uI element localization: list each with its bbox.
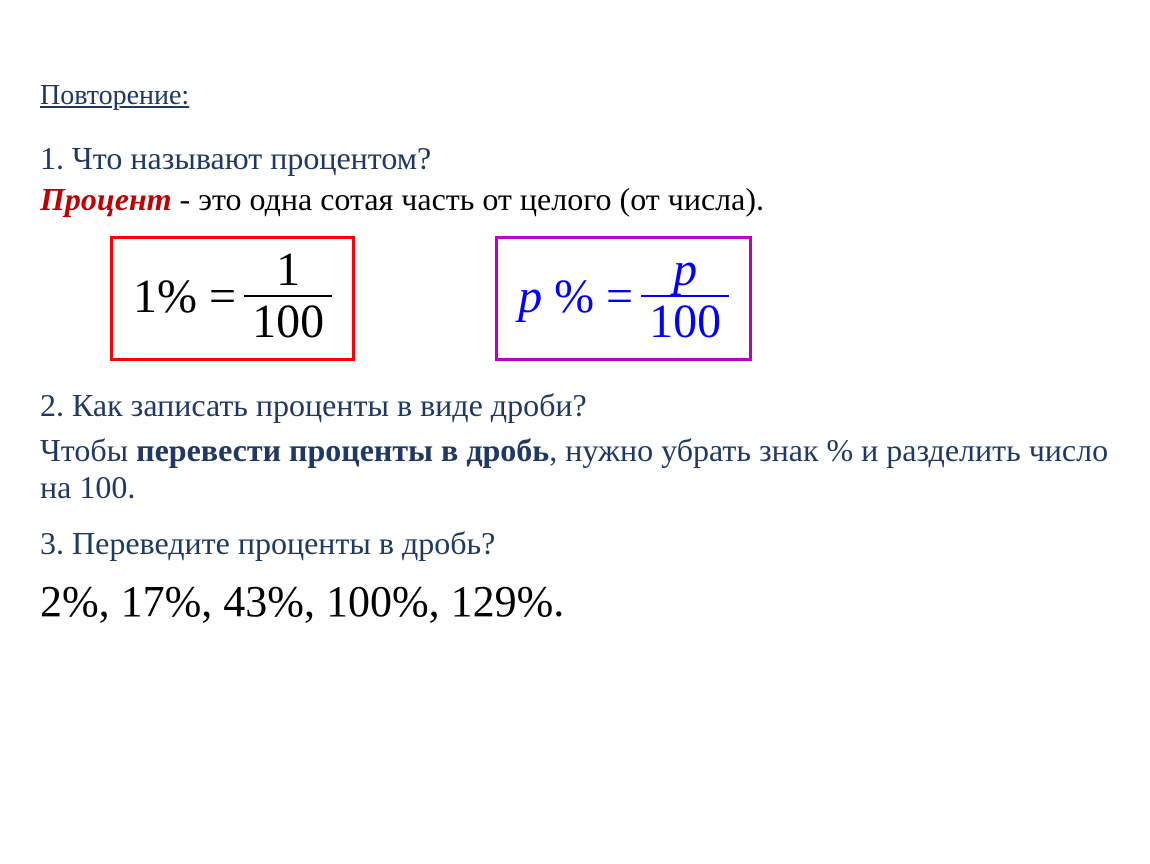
slide: Повторение: 1. Что называют процентом? П… [0, 0, 1150, 667]
question-3: 3. Переведите проценты в дробь? [40, 525, 1110, 562]
definition-rest: - это одна сотая часть от целого (от чис… [172, 181, 764, 217]
formula1-denominator: 100 [244, 297, 332, 347]
question-2-text: Как записать проценты в виде дроби? [72, 387, 587, 423]
exercise-values: 2%, 17%, 43%, 100%, 129%. [40, 576, 1110, 627]
section-heading: Повторение: [40, 80, 1110, 112]
question-3-number: 3. [40, 525, 64, 561]
formula1-numerator: 1 [268, 245, 308, 295]
answer-2-bold: перевести проценты в дробь [136, 432, 549, 468]
formula-box-2: p% = p 100 [495, 236, 752, 361]
question-2: 2. Как записать проценты в виде дроби? [40, 387, 1110, 424]
definition-term: Процент [40, 181, 172, 217]
formula2-eq: = [606, 269, 633, 324]
question-1: 1. Что называют процентом? [40, 140, 1110, 177]
formula2-lhs-pct: % [554, 269, 594, 324]
question-1-text: Что называют процентом? [72, 140, 431, 176]
question-2-number: 2. [40, 387, 64, 423]
formula1-fraction: 1 100 [244, 245, 332, 348]
formula-row: 1% = 1 100 p% = p 100 [110, 236, 1110, 361]
answer-2: Чтобы перевести проценты в дробь, нужно … [40, 432, 1110, 506]
answer-2-pre: Чтобы [40, 432, 136, 468]
formula2-denominator: 100 [641, 297, 729, 347]
formula2-fraction: p 100 [641, 245, 729, 348]
formula1-eq: = [209, 269, 236, 324]
question-1-number: 1. [40, 140, 64, 176]
formula1-lhs: 1% [133, 269, 197, 324]
formula-box-1: 1% = 1 100 [110, 236, 355, 361]
formula2-lhs-var: p [518, 269, 542, 324]
question-3-text: Переведите проценты в дробь? [72, 525, 495, 561]
formula2-numerator: p [665, 245, 705, 295]
definition-line: Процент - это одна сотая часть от целого… [40, 181, 1110, 218]
